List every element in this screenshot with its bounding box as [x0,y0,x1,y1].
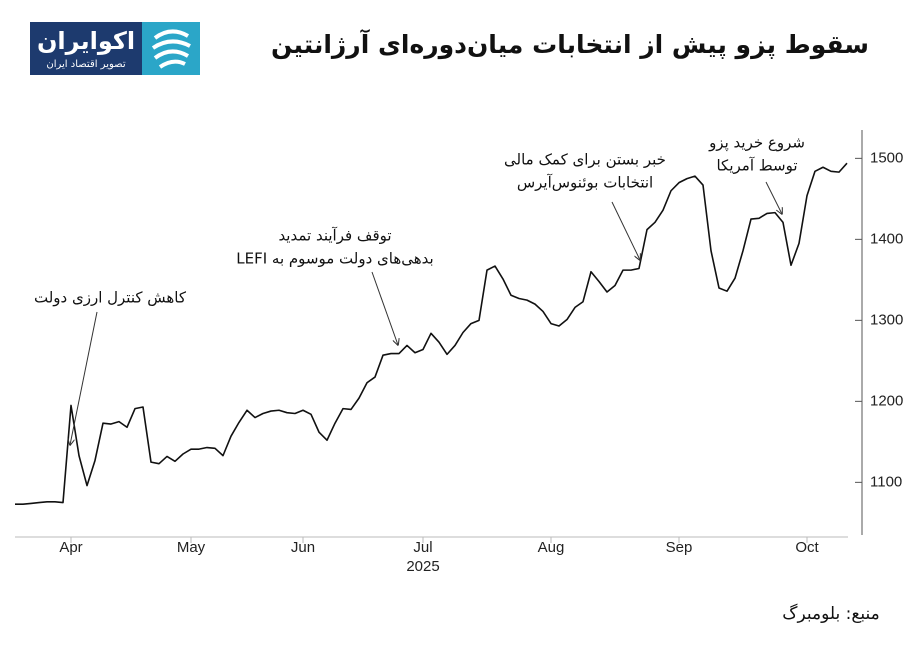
annotation: کاهش کنترل ارزی دولت [34,289,187,307]
y-tick-label: 1500 [870,149,903,166]
y-tick-label: 1100 [870,473,902,490]
y-tick-label: 1400 [870,230,903,247]
logo-mark [151,29,191,69]
x-tick-label: Sep [666,539,693,556]
annotation: انتخابات بوئنوس‌آیرس [517,174,653,192]
x-tick-label: Jun [291,539,315,556]
annotation: شروع خرید پزو [708,134,805,153]
logo: اکوایران تصویر اقتصاد ایران [30,22,200,75]
x-tick-label: Oct [795,539,819,556]
line [15,162,848,506]
x-tick-label: Aug [538,539,565,556]
annotation: توقف فرآیند تمدید [278,227,391,245]
annotation: خبر بستن برای کمک مالی [504,151,666,169]
annotation-arrow [70,311,98,445]
x-tick-label: Apr [59,539,82,556]
source: منبع: بلومبرگ [782,603,880,624]
logo-tagline: تصویر اقتصاد ایران [46,59,125,70]
x-tick-label: May [177,539,206,556]
y-tick-label: 1300 [870,311,903,328]
annotation: بدهی‌های دولت موسوم به LEFI [236,250,433,268]
annotation-arrow [765,181,782,214]
annotation-arrow [611,201,640,260]
chart-title: سقوط پزو پیش از انتخابات میان‌دوره‌ای آر… [271,29,869,60]
logo-name: اکوایران [37,27,135,55]
logo-box [30,22,142,75]
y-tick-label: 1200 [870,392,903,409]
x-axis-label: 2025 [406,558,439,575]
annotation-arrow [371,271,398,345]
x-tick-label: Jul [413,539,432,556]
annotation: توسط آمریکا [716,157,797,175]
